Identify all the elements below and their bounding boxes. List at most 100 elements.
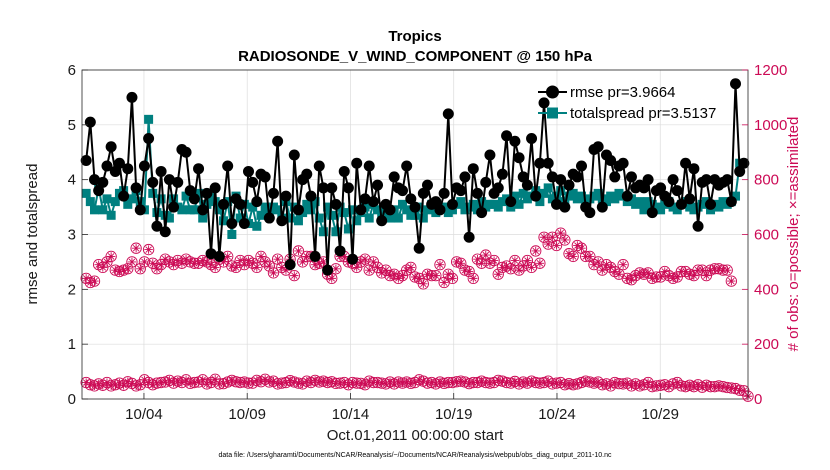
obs-possible-circle	[105, 250, 117, 263]
obs-assimilated-star	[294, 378, 303, 388]
rmse-point	[113, 157, 125, 169]
totalspread-point	[398, 199, 408, 209]
obs-possible-circle	[555, 227, 567, 239]
rmse-point	[501, 130, 513, 142]
x-tick-label: 10/19	[435, 406, 473, 423]
obs-assimilated-star	[377, 378, 386, 388]
obs-assimilated-star	[677, 381, 686, 391]
x-tick-label: 10/29	[641, 406, 679, 423]
rmse-point	[738, 157, 750, 169]
obs-assimilated-star	[156, 260, 166, 269]
legend-rmse-marker	[546, 85, 559, 99]
obs-assimilated-star	[273, 379, 282, 389]
totalspread-point	[477, 197, 487, 207]
obs-count-marker	[642, 376, 654, 389]
obs-possible-circle	[721, 264, 733, 276]
rmse-point	[201, 187, 213, 199]
rmse-point	[168, 201, 180, 213]
obs-assimilated-star	[223, 377, 232, 387]
obs-count-marker	[271, 253, 284, 265]
obs-possible-circle	[725, 275, 737, 287]
obs-assimilated-star	[394, 377, 403, 387]
obs-assimilated-star	[494, 270, 503, 279]
obs-possible-circle	[534, 257, 546, 269]
rmse-point	[513, 152, 525, 164]
rmse-point	[721, 174, 733, 186]
rmse-point	[480, 176, 492, 188]
legend-rmse-label: rmse pr=3.9664	[570, 84, 675, 101]
rmse-point	[463, 231, 475, 243]
obs-assimilated-star	[161, 377, 170, 387]
obs-assimilated-star	[227, 376, 237, 385]
obs-count-marker	[251, 261, 263, 274]
obs-assimilated-star	[568, 252, 578, 261]
obs-assimilated-star	[552, 378, 561, 388]
obs-assimilated-star	[593, 257, 603, 267]
x-tick-label: 10/09	[228, 406, 266, 423]
totalspread-point	[98, 205, 108, 215]
obs-assimilated-star	[439, 379, 449, 388]
rmse-point	[546, 171, 558, 183]
rmse-point	[172, 176, 184, 188]
obs-assimilated-star	[431, 379, 441, 389]
totalspread-point	[422, 205, 432, 215]
totalspread-point	[227, 230, 237, 239]
obs-assimilated-star	[456, 259, 465, 268]
obs-assimilated-star	[523, 378, 532, 388]
rmse-point	[359, 193, 371, 205]
obs-possible-circle	[251, 261, 263, 274]
rmse-point	[93, 185, 105, 197]
obs-assimilated-star	[406, 379, 416, 388]
obs-count-marker	[550, 239, 563, 252]
obs-assimilated-star	[643, 378, 653, 387]
rmse-point	[671, 185, 683, 197]
rmse-point	[430, 196, 442, 208]
obs-assimilated-star	[402, 377, 411, 387]
obs-possible-circle	[205, 376, 217, 389]
obs-assimilated-star	[568, 380, 578, 389]
legend-totalspread-label: totalspread pr=3.5137	[570, 105, 716, 122]
totalspread-point	[310, 197, 320, 207]
totalspread-point	[672, 205, 682, 215]
rmse-point	[80, 154, 92, 166]
rmse-point	[180, 146, 192, 158]
obs-assimilated-star	[448, 274, 457, 283]
obs-count-marker	[138, 256, 151, 268]
obs-count-marker	[575, 242, 588, 254]
obs-assimilated-star	[315, 377, 324, 387]
rmse-point	[151, 220, 163, 232]
rmse-point	[505, 196, 517, 208]
obs-assimilated-star	[90, 381, 99, 391]
obs-count-marker	[488, 254, 500, 267]
obs-assimilated-star	[714, 381, 724, 391]
obs-assimilated-star	[652, 381, 661, 391]
obs-possible-circle	[138, 256, 151, 268]
totalspread-point	[156, 194, 166, 204]
rmse-point	[301, 168, 313, 180]
obs-assimilated-star	[327, 274, 336, 283]
rmse-point	[642, 174, 654, 186]
obs-possible-circle	[530, 245, 542, 257]
obs-assimilated-star	[123, 377, 132, 386]
rmse-point	[413, 242, 425, 254]
obs-count-marker	[659, 265, 671, 278]
obs-assimilated-star	[548, 379, 557, 389]
rmse-point	[509, 135, 521, 147]
obs-assimilated-star	[106, 381, 116, 391]
rmse-point	[459, 171, 471, 183]
totalspread-point	[510, 191, 520, 201]
obs-possible-circle	[247, 257, 259, 269]
totalspread-point	[343, 224, 353, 234]
obs-assimilated-star	[173, 376, 182, 386]
obs-assimilated-star	[510, 256, 520, 265]
obs-assimilated-star	[560, 380, 570, 389]
obs-assimilated-star	[598, 265, 607, 275]
obs-assimilated-star	[439, 278, 449, 287]
rmse-point	[105, 141, 117, 153]
rmse-point	[342, 182, 354, 194]
obs-possible-circle	[659, 265, 671, 278]
obs-assimilated-star	[706, 265, 715, 275]
obs-assimilated-star	[340, 252, 349, 261]
rmse-point	[397, 185, 409, 197]
x-tick-label: 10/14	[332, 406, 370, 423]
